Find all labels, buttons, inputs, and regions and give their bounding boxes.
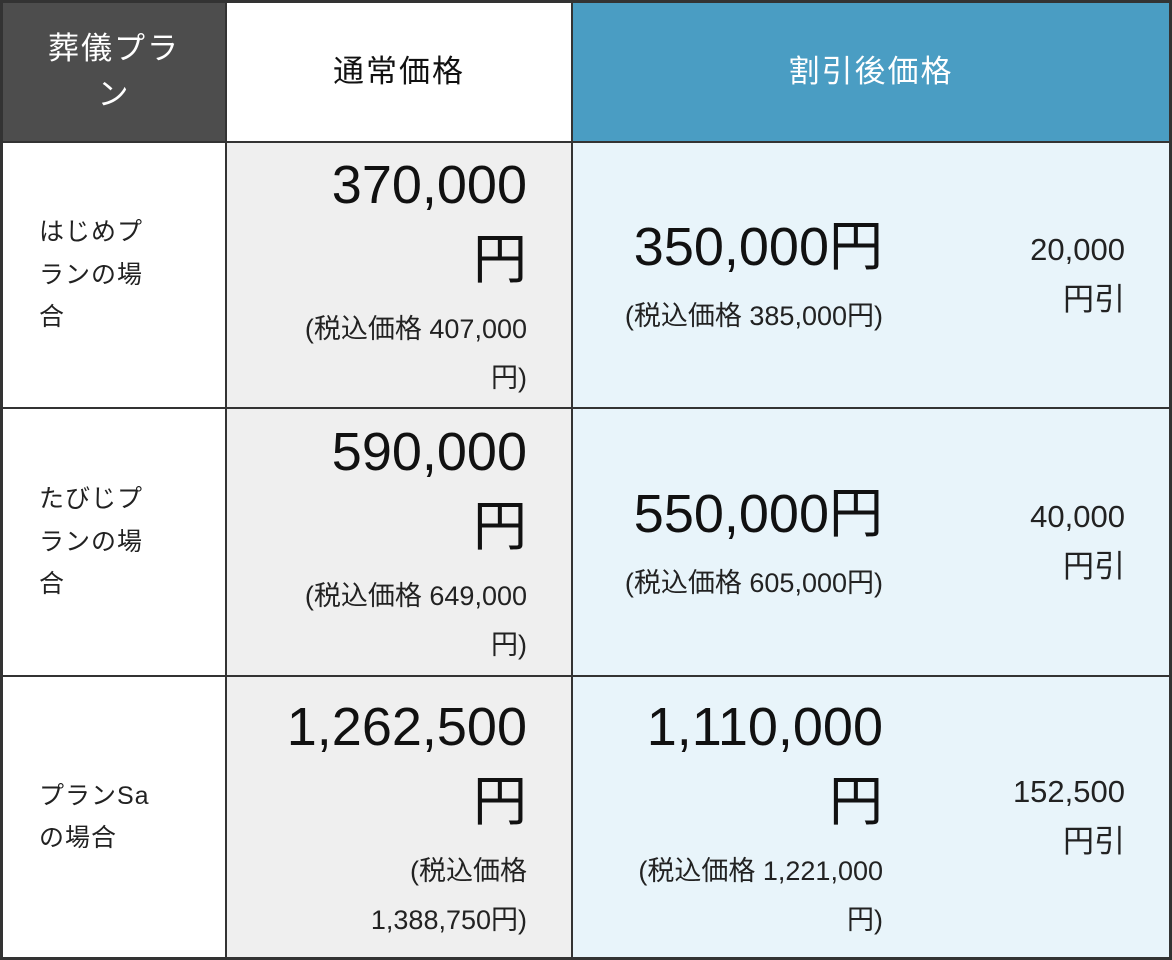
discounted-price-tax-note: (税込価格 605,000円) bbox=[624, 567, 883, 598]
discounted-price-cell: 550,000円 (税込価格 605,000円) bbox=[573, 409, 923, 677]
discount-amount-cell: 40,000 円引 bbox=[923, 409, 1169, 677]
discounted-price-value: 550,000円 bbox=[633, 483, 883, 544]
plan-name-tabiji: たびじプ ランの場 合 bbox=[3, 409, 227, 677]
header-cell-regular-price: 通常価格 bbox=[227, 3, 573, 143]
discount-amount-cell: 20,000 円引 bbox=[923, 143, 1169, 409]
discounted-price-tax-note: (税込価格 385,000円) bbox=[624, 300, 883, 331]
regular-price-cell: 370,000 円 (税込価格 407,000 円) bbox=[227, 143, 573, 409]
discounted-price-value: 350,000円 bbox=[633, 216, 883, 277]
header-cell-plan: 葬儀プラ ン bbox=[3, 3, 227, 143]
regular-price-tax-note: (税込価格 1,388,750円) bbox=[370, 856, 527, 935]
discounted-price-value: 1,110,000 円 bbox=[646, 696, 883, 833]
discounted-price-cell: 1,110,000 円 (税込価格 1,221,000 円) bbox=[573, 677, 923, 957]
header-cell-discounted-price: 割引後価格 bbox=[573, 3, 1169, 143]
discount-amount-cell: 152,500 円引 bbox=[923, 677, 1169, 957]
regular-price-tax-note: (税込価格 649,000 円) bbox=[304, 581, 527, 660]
regular-price-value: 590,000 円 bbox=[331, 421, 527, 558]
regular-price-cell: 590,000 円 (税込価格 649,000 円) bbox=[227, 409, 573, 677]
plan-name-plan-sa: プランSa の場合 bbox=[3, 677, 227, 957]
regular-price-value: 370,000 円 bbox=[331, 154, 527, 291]
discounted-price-tax-note: (税込価格 1,221,000 円) bbox=[638, 856, 883, 935]
discounted-price-cell: 350,000円 (税込価格 385,000円) bbox=[573, 143, 923, 409]
regular-price-cell: 1,262,500 円 (税込価格 1,388,750円) bbox=[227, 677, 573, 957]
plan-name-hajime: はじめプ ランの場 合 bbox=[3, 143, 227, 409]
regular-price-value: 1,262,500 円 bbox=[286, 696, 527, 833]
regular-price-tax-note: (税込価格 407,000 円) bbox=[304, 314, 527, 393]
